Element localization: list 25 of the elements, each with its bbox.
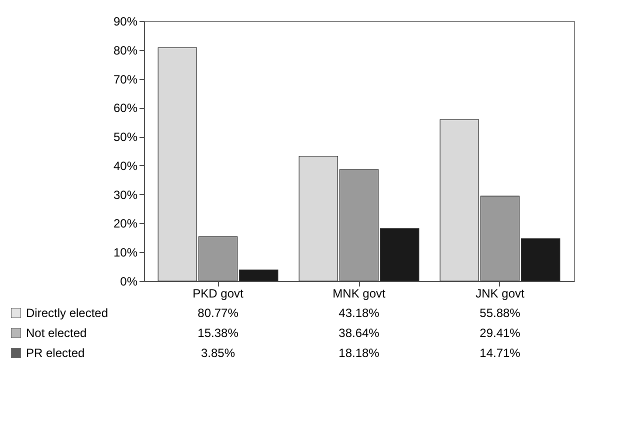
legend-label: Directly elected [26,306,108,320]
y-tick-label: 20% [113,216,138,231]
data-label: 55.88% [480,306,521,320]
y-tick-label: 50% [113,130,138,144]
data-label: 18.18% [338,346,380,360]
legend-label: Not elected [26,326,87,340]
y-tick-label: 10% [113,246,138,260]
data-label: 38.64% [338,326,380,340]
y-tick-label: 30% [113,188,138,202]
y-tick-label: 60% [113,101,138,116]
y-tick-label: 90% [113,14,138,28]
legend-label: PR elected [26,346,85,360]
data-label: 80.77% [198,306,239,320]
y-tick-label: 80% [113,43,138,58]
x-tick-label: PKD govt [192,286,244,300]
data-label: 15.38% [198,326,239,340]
data-label: 29.41% [480,326,521,340]
x-tick-label: MNK govt [332,286,386,300]
data-label: 43.18% [338,306,380,320]
data-label: 3.85% [201,346,236,360]
data-label: 14.71% [480,346,521,360]
y-tick-label: 40% [113,158,138,173]
y-tick-label: 0% [120,274,138,288]
x-tick-label: JNK govt [476,286,525,300]
y-tick-label: 70% [113,72,138,86]
